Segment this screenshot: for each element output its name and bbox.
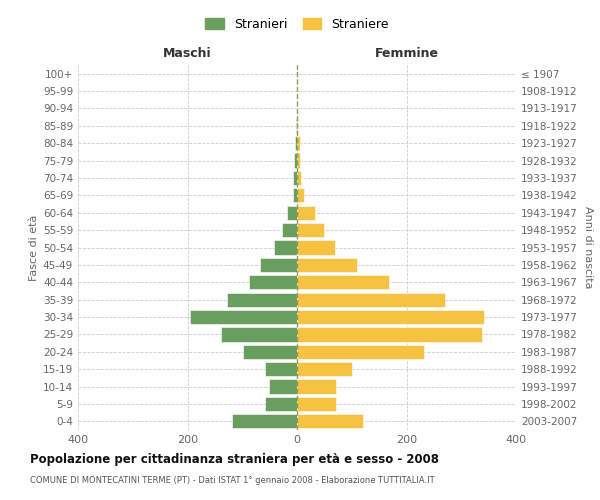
Bar [297,154,300,168]
Bar [297,380,337,394]
Bar [274,240,297,254]
Text: Popolazione per cittadinanza straniera per età e sesso - 2008: Popolazione per cittadinanza straniera p… [30,452,439,466]
Bar [281,223,297,237]
Bar [297,258,357,272]
Bar [297,328,482,342]
Bar [297,240,335,254]
Bar [297,188,304,202]
Bar [293,188,297,202]
Legend: Stranieri, Straniere: Stranieri, Straniere [200,13,394,36]
Text: Maschi: Maschi [163,47,212,60]
Bar [244,344,297,359]
Bar [295,136,297,150]
Bar [297,223,325,237]
Text: Femmine: Femmine [374,47,439,60]
Bar [227,292,297,307]
Bar [249,275,297,289]
Bar [297,344,424,359]
Bar [297,310,484,324]
Bar [260,258,297,272]
Bar [297,118,298,133]
Bar [190,310,297,324]
Bar [297,292,445,307]
Bar [297,206,314,220]
Bar [297,171,301,185]
Bar [297,275,389,289]
Bar [265,362,297,376]
Bar [297,397,337,411]
Bar [232,414,297,428]
Bar [293,171,297,185]
Bar [297,362,352,376]
Bar [297,136,300,150]
Bar [269,380,297,394]
Bar [287,206,297,220]
Bar [221,328,297,342]
Text: COMUNE DI MONTECATINI TERME (PT) - Dati ISTAT 1° gennaio 2008 - Elaborazione TUT: COMUNE DI MONTECATINI TERME (PT) - Dati … [30,476,434,485]
Bar [265,397,297,411]
Y-axis label: Anni di nascita: Anni di nascita [583,206,593,289]
Bar [294,154,297,168]
Y-axis label: Fasce di età: Fasce di età [29,214,39,280]
Bar [297,414,362,428]
